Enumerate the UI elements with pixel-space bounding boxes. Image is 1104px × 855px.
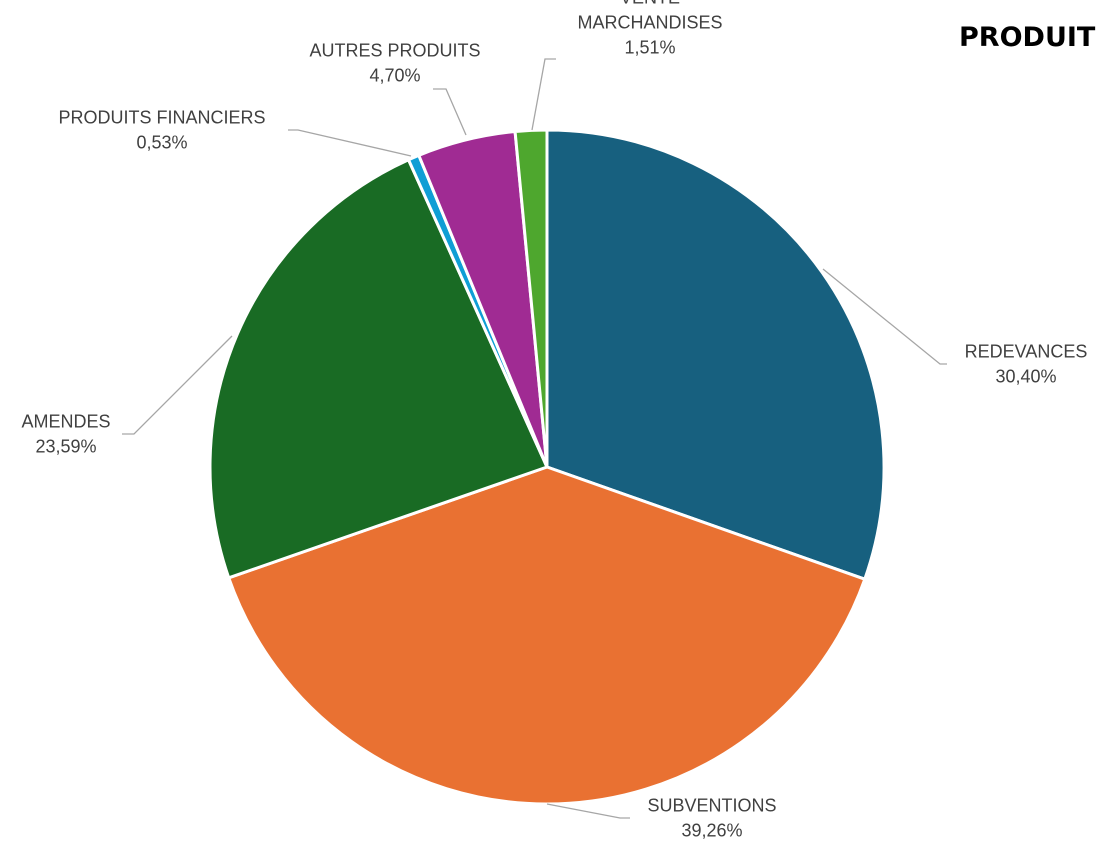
data-label-category: VENTE <box>620 0 680 8</box>
pie-slices <box>208 128 886 806</box>
data-label-value: 0,53% <box>136 133 187 153</box>
data-label-value: 39,26% <box>681 821 742 841</box>
data-label: REDEVANCES 30,40% <box>965 342 1088 387</box>
data-label: SUBVENTIONS 39,26% <box>647 796 776 841</box>
data-label-category: AUTRES PRODUITS <box>309 41 480 61</box>
chart-title: PRODUIT <box>959 22 1096 53</box>
data-label-category: AMENDES <box>21 412 110 432</box>
data-label: PRODUITS FINANCIERS 0,53% <box>58 108 265 153</box>
data-label-category: MARCHANDISES <box>577 13 722 33</box>
leader-line <box>433 88 467 136</box>
leader-lines <box>122 58 947 819</box>
data-label-category: REDEVANCES <box>965 342 1088 362</box>
data-label: AUTRES PRODUITS 4,70% <box>309 41 480 86</box>
pie-slice-redevances <box>545 128 886 581</box>
data-label-value: 30,40% <box>995 367 1056 387</box>
data-label-category: SUBVENTIONS <box>647 796 776 816</box>
leader-line <box>822 268 947 365</box>
leader-line <box>122 335 233 435</box>
leader-line <box>531 58 556 131</box>
data-label-value: 4,70% <box>369 66 420 86</box>
data-label-value: 1,51% <box>624 38 675 58</box>
data-labels: REDEVANCES 30,40% SUBVENTIONS 39,26% AMENDES… <box>21 0 1087 841</box>
data-label-value: 23,59% <box>35 437 96 457</box>
leader-line <box>288 129 412 157</box>
leader-line <box>546 803 630 819</box>
data-label: VENTE MARCHANDISES 1,51% <box>577 0 722 58</box>
data-label-category: PRODUITS FINANCIERS <box>58 108 265 128</box>
pie-slice-vente-marchandises <box>513 128 549 469</box>
pie-slice-amendes <box>208 158 549 580</box>
data-label: AMENDES 23,59% <box>21 412 110 457</box>
pie-slice-subventions <box>227 465 867 806</box>
